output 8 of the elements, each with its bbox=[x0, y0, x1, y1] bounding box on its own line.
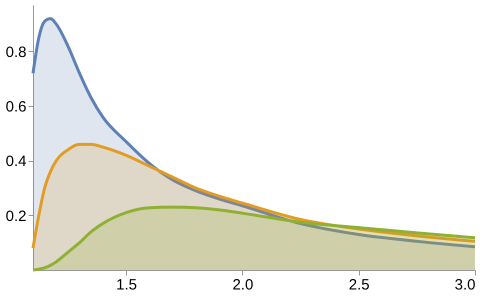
y-tick-label: 0.4 bbox=[6, 153, 26, 170]
y-tick-label: 0.8 bbox=[6, 44, 26, 61]
x-tick-label: 2.5 bbox=[348, 276, 370, 294]
x-tick-label: 2.0 bbox=[232, 276, 254, 294]
y-tick-label: 0.2 bbox=[6, 208, 26, 225]
y-tick-label: 0.6 bbox=[6, 98, 26, 116]
x-tick-label: 1.5 bbox=[116, 276, 137, 294]
x-tick-label: 3.0 bbox=[454, 276, 476, 294]
